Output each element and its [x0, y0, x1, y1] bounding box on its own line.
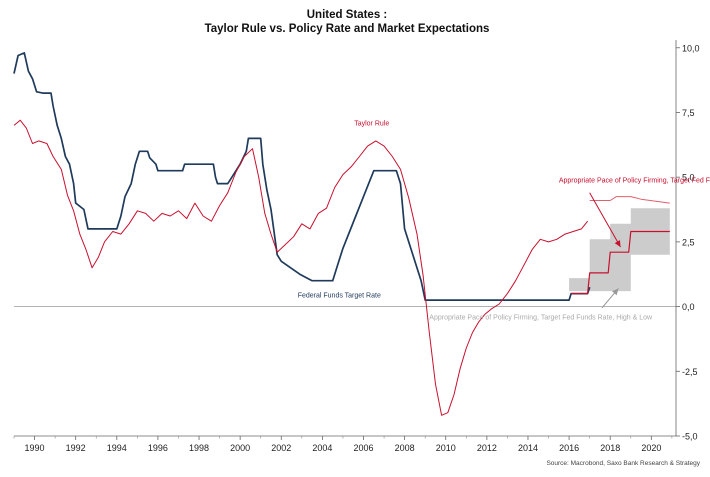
chart-subtitle: Taylor Rule vs. Policy Rate and Market E… — [205, 23, 490, 35]
taylor-rule-label: Taylor Rule — [354, 120, 389, 127]
high-path-line — [589, 196, 670, 204]
x-tick-label: 2014 — [518, 443, 538, 453]
x-tick-label: 2004 — [312, 443, 332, 453]
source-note: Source: Macrobond, Saxo Bank Research & … — [546, 460, 700, 467]
y-tick-label: 10,0 — [682, 43, 700, 53]
fed-funds-label: Federal Funds Target Rate — [298, 293, 381, 300]
x-tick-label: 2012 — [477, 443, 497, 453]
x-tick-label: 2006 — [353, 443, 373, 453]
high-low-label: Appropriate Pace of Policy Firming, Targ… — [429, 315, 653, 322]
x-tick-label: 2016 — [559, 443, 579, 453]
red-annotation-arrow — [589, 192, 621, 248]
x-tick-label: 2010 — [436, 443, 456, 453]
y-tick-label: 7,5 — [682, 108, 695, 118]
x-tick-label: 2008 — [395, 443, 415, 453]
taylor-rule-line — [13, 119, 588, 416]
x-tick-label: 1998 — [189, 443, 209, 453]
grey-annotation-arrow-head — [612, 288, 619, 296]
weighted-average-label: Appropriate Pace of Policy Firming, Targ… — [559, 177, 710, 184]
x-tick-label: 1996 — [148, 443, 168, 453]
range-band-layer — [569, 208, 670, 292]
red-annotation-arrow-head — [614, 240, 621, 248]
series-layer — [13, 52, 670, 416]
x-tick-label: 2020 — [641, 443, 661, 453]
y-tick-label: -2,5 — [682, 367, 698, 377]
annotation-layer: Taylor Rule Appropriate Pace of Policy Fi… — [298, 120, 710, 321]
y-tick-label: 0,0 — [682, 302, 695, 312]
x-tick-label: 2000 — [230, 443, 250, 453]
y-tick-label: 5,0 — [682, 173, 695, 183]
y-tick-label: -5,0 — [682, 432, 698, 442]
weighted-average-path-line — [571, 230, 670, 295]
x-tick-label: 1994 — [107, 443, 127, 453]
axes-layer: 1990 1992 1994 1996 1998 2000 2002 2004 2006 2008… — [13, 40, 700, 453]
x-tick-label: 1992 — [66, 443, 86, 453]
fed-funds-target-rate-line — [13, 52, 591, 301]
range-band-high-low — [569, 208, 670, 292]
chart-title: United States : — [307, 9, 388, 21]
x-tick-label: 1990 — [25, 443, 45, 453]
x-tick-label: 2002 — [271, 443, 291, 453]
x-tick-label: 2018 — [600, 443, 620, 453]
y-tick-label: 2,5 — [682, 237, 695, 247]
